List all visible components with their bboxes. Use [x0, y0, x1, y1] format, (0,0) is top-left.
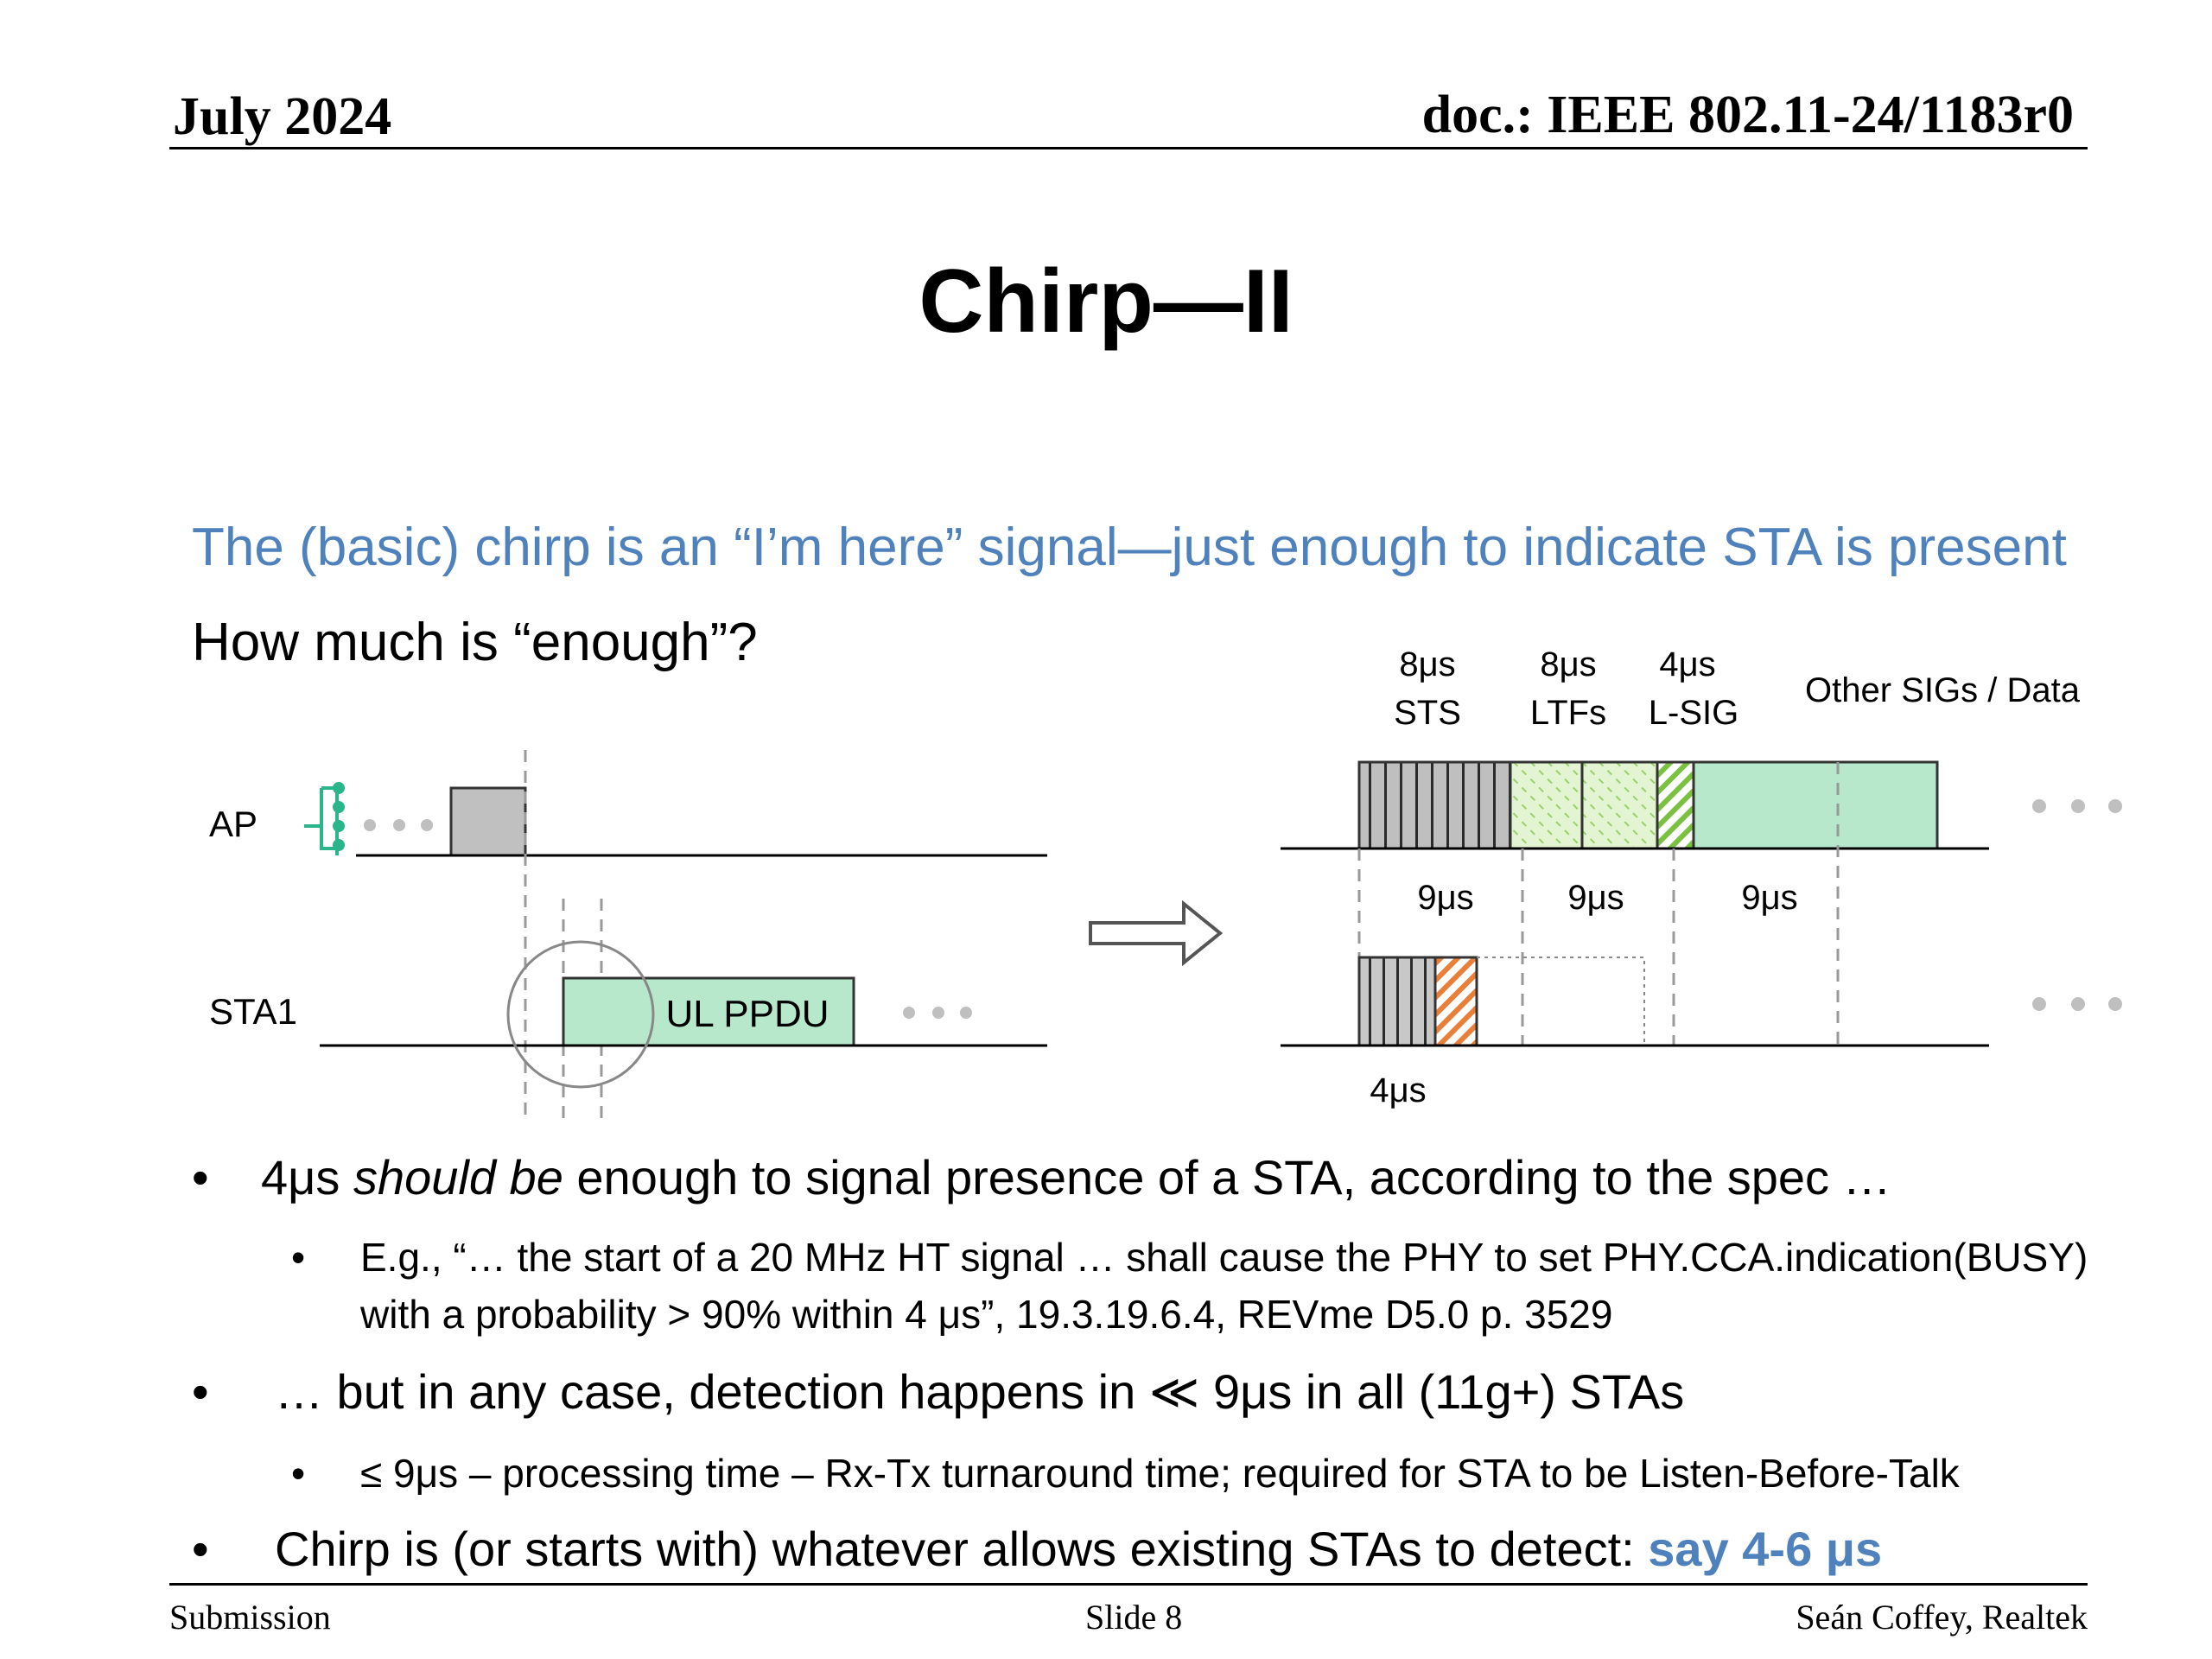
sta1-ellipsis — [903, 1007, 972, 1019]
ap-tx-block — [449, 786, 527, 857]
preamble-ppdu — [1357, 760, 1939, 850]
chirp-duration-label: 4μs — [1370, 1071, 1426, 1109]
bullet-marker-5: • — [192, 1522, 209, 1576]
footer-divider — [169, 1583, 2088, 1586]
slot-2-label: 9μs — [1567, 879, 1624, 917]
sts-field — [1357, 760, 1512, 850]
lsig-duration: 4μs — [1659, 645, 1715, 683]
ul-ppdu-block — [562, 976, 855, 1047]
chirp-ppdu — [1357, 956, 1645, 1047]
bullet-marker-1: • — [192, 1150, 209, 1205]
ltf-field-1 — [1509, 760, 1584, 850]
bullet-1-post: enough to signal presence of a STA, acco… — [563, 1150, 1891, 1205]
lsig-field — [1656, 760, 1695, 850]
chirp-outline — [1477, 957, 1645, 1046]
lead-statement: The (basic) chirp is an “I’m here” signa… — [192, 518, 2067, 577]
footer-slide-number: Slide 8 — [1085, 1598, 1183, 1637]
chirp-ellipsis — [2032, 997, 2122, 1011]
sta1-label: STA1 — [209, 991, 297, 1032]
ap-antenna-icon — [304, 782, 345, 855]
bullet-marker-2: • — [291, 1235, 306, 1280]
bullet-3-highlight: say 4-6 μs — [1648, 1522, 1883, 1576]
lsig-label: L-SIG — [1649, 694, 1738, 732]
header-date: July 2024 — [173, 87, 392, 146]
preamble-ellipsis — [2032, 799, 2122, 813]
slot-3-label: 9μs — [1741, 879, 1797, 917]
bullet-3-text: Chirp is (or starts with) whatever allow… — [275, 1522, 1649, 1576]
bullet-3: Chirp is (or starts with) whatever allow… — [275, 1521, 1882, 1577]
turnaround-highlight-circle — [506, 940, 655, 1089]
ltfs-duration: 8μs — [1540, 645, 1596, 683]
bullet-2: … but in any case, detection happens in … — [275, 1364, 1685, 1419]
header-doc-id: doc.: IEEE 802.11-24/1183r0 — [1421, 86, 2074, 144]
bullet-1-pre: 4μs — [261, 1150, 353, 1205]
footer-author: Seán Coffey, Realtek — [1796, 1598, 2088, 1637]
sts-label: STS — [1394, 694, 1461, 732]
chirp-sts-part — [1357, 956, 1437, 1047]
bullet-marker-3: • — [192, 1364, 209, 1419]
ap-label: AP — [209, 804, 257, 844]
data-field — [1692, 760, 1939, 850]
footer-submission: Submission — [169, 1598, 331, 1637]
ul-ppdu-label: UL PPDU — [665, 993, 829, 1035]
slide-title: Chirp—II — [918, 251, 1294, 352]
header-divider — [169, 147, 2088, 149]
slot-1-label: 9μs — [1417, 879, 1473, 917]
sub-bullet-2: ≤ 9μs – processing time – Rx-Tx turnarou… — [360, 1451, 1960, 1496]
sub-bullet-1-line1: E.g., “… the start of a 20 MHz HT signal… — [360, 1235, 2088, 1280]
bullet-1: 4μs should be enough to signal presence … — [261, 1149, 1891, 1205]
lead-question: How much is “enough”? — [192, 613, 758, 672]
transform-arrow — [1089, 899, 1224, 967]
other-sigs-label: Other SIGs / Data — [1805, 671, 2081, 709]
bullet-marker-4: • — [291, 1451, 306, 1496]
sub-bullet-1-line2: with a probability > 90% within 4 μs”, 1… — [360, 1292, 1613, 1337]
bullet-1-emphasis: should be — [353, 1150, 563, 1205]
ap-ellipsis — [364, 819, 433, 831]
chirp-ltf-part — [1433, 956, 1478, 1047]
sts-duration: 8μs — [1399, 645, 1455, 683]
ltf-field-2 — [1580, 760, 1659, 850]
ltfs-label: LTFs — [1530, 694, 1606, 732]
